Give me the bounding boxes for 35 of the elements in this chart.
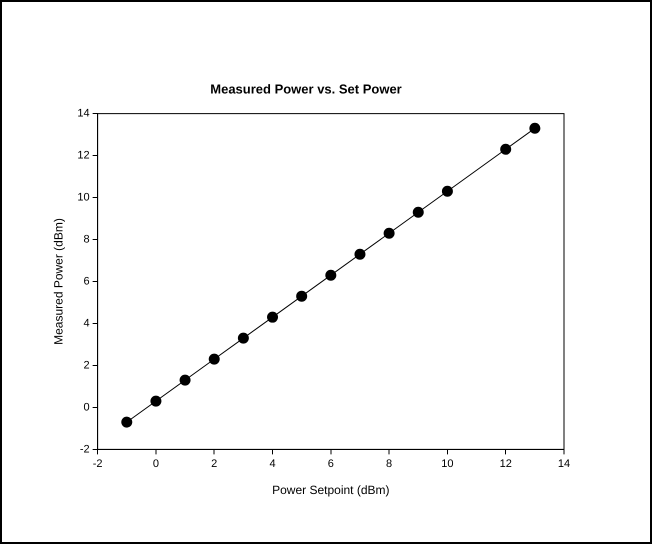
point [529,122,540,134]
point [208,354,220,365]
y-tick-label: 10 [77,192,90,204]
point [354,248,366,260]
x-tick-label: 8 [386,458,392,470]
point [384,228,395,239]
x-tick-label: 10 [441,458,454,470]
point [150,396,162,407]
x-tick-label: 12 [500,458,512,470]
x-tick-label: 14 [558,458,570,470]
y-tick-label: 8 [84,234,90,246]
point [296,290,308,302]
chart-title: Measured Power vs. Set Power [210,81,402,96]
x-tick-label: 0 [152,458,159,470]
point [412,206,424,218]
y-tick-label: 2 [84,359,90,372]
y-tick-label: 4 [84,318,90,330]
y-axis-title: Measured Power (dBm) [52,218,66,345]
y-tick-label: -2 [80,443,90,456]
y-tick-label: 0 [84,401,90,414]
y-tick-label: 12 [77,150,90,162]
point [238,332,249,344]
x-axis-title: Power Setpoint (dBm) [272,483,390,498]
y-tick-label: 14 [77,108,90,120]
x-tick-label: -2 [92,458,103,470]
x-tick-label: 6 [328,458,334,470]
point [267,312,278,323]
x-tick-label: 4 [269,458,276,470]
point [325,270,336,281]
point [121,416,132,428]
x-tick-label: 2 [211,458,218,470]
point [442,186,453,197]
y-tick-label: 6 [84,276,90,288]
point [500,144,512,155]
point [180,374,191,386]
